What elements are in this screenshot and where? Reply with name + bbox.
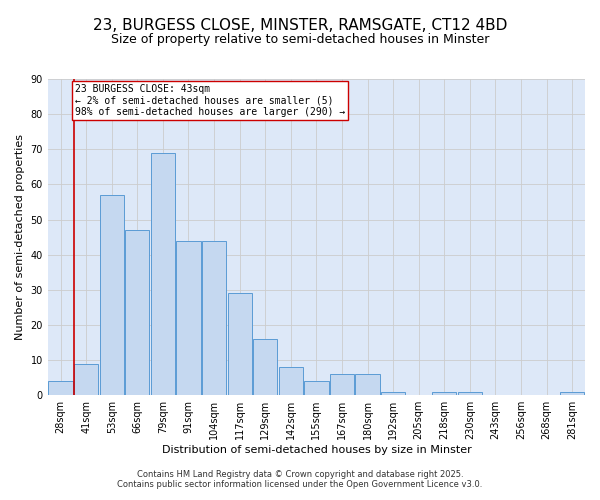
Text: Size of property relative to semi-detached houses in Minster: Size of property relative to semi-detach… <box>111 32 489 46</box>
Bar <box>278 367 303 395</box>
Bar <box>125 230 149 395</box>
Text: 23, BURGESS CLOSE, MINSTER, RAMSGATE, CT12 4BD: 23, BURGESS CLOSE, MINSTER, RAMSGATE, CT… <box>93 18 507 32</box>
Bar <box>381 392 405 395</box>
X-axis label: Distribution of semi-detached houses by size in Minster: Distribution of semi-detached houses by … <box>161 445 471 455</box>
Y-axis label: Number of semi-detached properties: Number of semi-detached properties <box>15 134 25 340</box>
Bar <box>253 339 277 395</box>
Bar <box>330 374 354 395</box>
Bar <box>176 240 200 395</box>
Bar <box>74 364 98 395</box>
Text: Contains HM Land Registry data © Crown copyright and database right 2025.
Contai: Contains HM Land Registry data © Crown c… <box>118 470 482 489</box>
Bar <box>560 392 584 395</box>
Bar <box>49 381 73 395</box>
Bar <box>355 374 380 395</box>
Bar <box>432 392 457 395</box>
Bar <box>227 294 252 395</box>
Bar <box>151 153 175 395</box>
Bar <box>458 392 482 395</box>
Bar <box>202 240 226 395</box>
Bar <box>100 195 124 395</box>
Bar <box>304 381 329 395</box>
Text: 23 BURGESS CLOSE: 43sqm
← 2% of semi-detached houses are smaller (5)
98% of semi: 23 BURGESS CLOSE: 43sqm ← 2% of semi-det… <box>74 84 345 117</box>
